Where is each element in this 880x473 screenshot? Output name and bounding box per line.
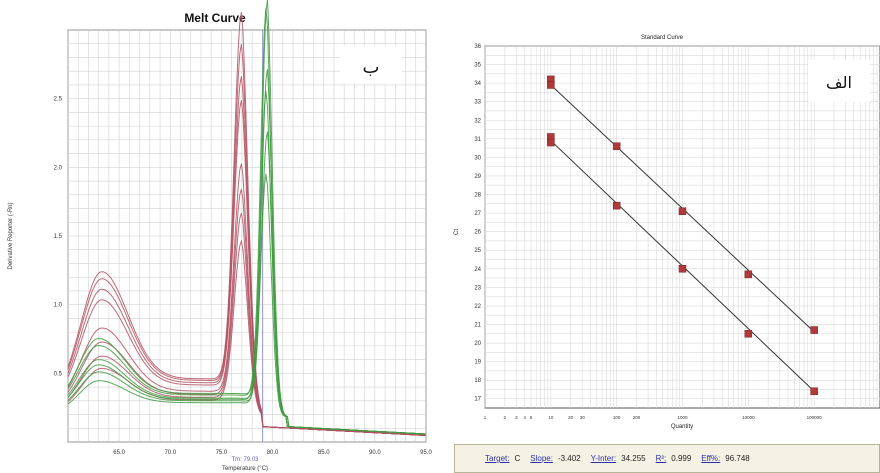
std-y-tick: 19 — [474, 360, 481, 366]
std-point — [547, 138, 555, 147]
melt-y-axis-label: Derivative Reporter (-Rn) — [8, 202, 14, 269]
std-x-tick: 20 — [568, 415, 574, 420]
melt-y-tick: 1.5 — [54, 234, 63, 240]
slope-value: -3.402 — [557, 454, 581, 463]
std-x-axis-label: Quantity — [671, 424, 693, 430]
std-y-tick: 24 — [474, 267, 481, 273]
melt-x-tick-labels: 65.0 70.0 75.0 80.0 85.0 90.0 95.0 — [113, 450, 432, 456]
melt-x-axis-label: Temperature (°C) — [222, 466, 268, 472]
target-link[interactable]: Target: — [485, 454, 510, 463]
std-x-tick: 10 — [548, 415, 554, 420]
melt-x-tick: 95.0 — [420, 450, 432, 456]
melt-x-tick: 65.0 — [113, 450, 125, 456]
melt-y-tick: 0.5 — [54, 371, 63, 377]
std-y-tick: 20 — [474, 341, 481, 347]
std-y-tick: 34 — [474, 81, 481, 87]
std-point — [612, 201, 621, 210]
y-intercept-value: 34.255 — [621, 454, 646, 463]
std-grid — [484, 45, 880, 408]
std-point — [810, 326, 818, 334]
std-chart-title: Standard Curve — [641, 35, 684, 41]
std-y-tick: 31 — [474, 137, 481, 143]
melt-y-tick: 1.0 — [54, 303, 63, 309]
std-x-tick: 10000 — [742, 415, 755, 420]
std-point — [744, 329, 753, 338]
std-panel-label: الف — [826, 75, 852, 92]
std-y-tick: 32 — [474, 118, 481, 124]
slope-link[interactable]: Slope: — [530, 454, 553, 463]
std-x-tick: 1 — [484, 415, 487, 420]
standard-curve-chart: Standard Curve 1 2 3 4 5 10 20 30 100 200 1000 1000… — [454, 35, 880, 430]
std-y-tick: 27 — [474, 211, 481, 217]
melt-x-tick: 75.0 — [216, 450, 228, 456]
std-y-tick: 18 — [474, 378, 481, 384]
std-data-points — [547, 75, 818, 396]
melt-curve-chart: Melt Curve 65.0 70.0 75.0 80.0 85.0 90.0 95.0 … — [8, 0, 432, 472]
melt-y-tick: 2.5 — [54, 97, 63, 103]
y-intercept-link[interactable]: Y-Inter: — [590, 454, 617, 463]
std-x-tick: 2 — [504, 415, 507, 420]
r-squared-value: 0.999 — [671, 454, 692, 463]
melt-x-tick: 80.0 — [267, 450, 279, 456]
std-y-tick: 26 — [474, 230, 481, 236]
melt-chart-title: Melt Curve — [184, 11, 246, 25]
std-y-tick: 17 — [474, 397, 481, 403]
melt-y-tick: 2.0 — [54, 165, 63, 171]
std-x-tick: 1000 — [677, 415, 688, 420]
std-y-tick: 36 — [474, 44, 481, 50]
std-y-tick: 25 — [474, 248, 481, 254]
melt-tm-label: Tm: 79.03 — [231, 457, 259, 463]
std-point — [547, 81, 555, 89]
std-point — [678, 265, 687, 273]
std-point — [612, 142, 621, 150]
melt-y-tick-labels: 0.5 1.0 1.5 2.0 2.5 — [54, 97, 63, 378]
target-value: C — [514, 454, 521, 463]
melt-x-tick: 90.0 — [369, 450, 381, 456]
efficiency-link[interactable]: Eff%: — [701, 454, 721, 463]
efficiency-value: 96.748 — [725, 454, 750, 463]
std-panel-label-box — [808, 60, 870, 102]
std-x-tick: 3 — [515, 415, 518, 420]
std-y-tick: 21 — [474, 322, 481, 328]
standard-curve-stats-bar: Target: C Slope: -3.402 Y-Inter: 34.255 … — [454, 444, 880, 473]
std-y-tick-labels: 17 18 19 20 21 22 23 24 25 26 27 28 29 30 31 32 33 34 35 36 — [474, 44, 481, 403]
std-y-tick: 29 — [474, 174, 481, 180]
std-y-tick: 33 — [474, 100, 481, 106]
std-point — [744, 270, 753, 279]
std-x-tick: 100000 — [807, 415, 823, 420]
std-y-tick: 23 — [474, 285, 481, 291]
melt-panel-label: ب — [363, 57, 380, 77]
std-y-tick: 22 — [474, 304, 481, 310]
std-x-tick: 100 — [613, 415, 621, 420]
std-y-tick: 30 — [474, 155, 481, 161]
r-squared-link[interactable]: R²: — [655, 454, 667, 463]
std-x-tick: 4 — [523, 415, 526, 420]
std-point — [678, 207, 687, 215]
std-x-tick-labels: 1 2 3 4 5 10 20 30 100 200 1000 10000 100000 — [484, 415, 822, 420]
melt-series-13 — [67, 173, 426, 435]
std-x-tick: 30 — [580, 415, 586, 420]
melt-series-lines — [67, 0, 426, 436]
melt-x-tick: 70.0 — [164, 450, 176, 456]
melt-panel-label-box — [340, 46, 402, 84]
std-x-tick: 5 — [530, 415, 533, 420]
melt-x-tick: 85.0 — [318, 450, 330, 456]
std-point — [810, 387, 818, 396]
std-y-axis-label: Ct — [454, 229, 460, 235]
std-y-tick: 35 — [474, 63, 481, 69]
std-x-tick: 200 — [633, 415, 641, 420]
std-y-tick: 28 — [474, 193, 481, 199]
